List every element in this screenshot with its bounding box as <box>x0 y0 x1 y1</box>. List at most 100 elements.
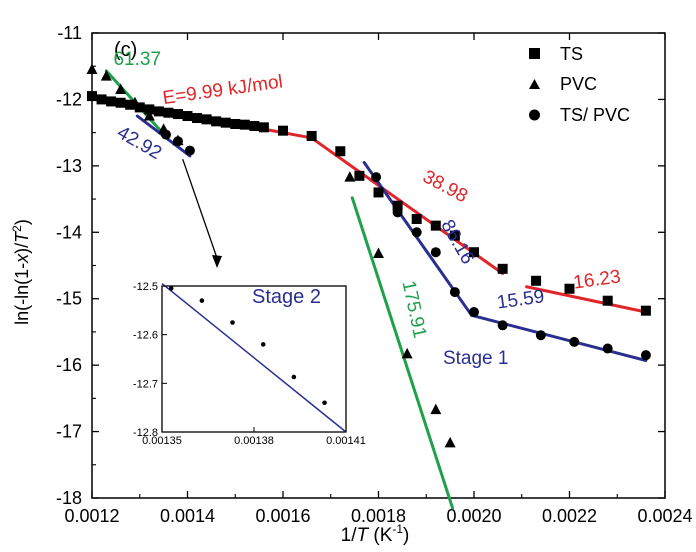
point-square-0-7 <box>153 106 164 117</box>
point-square-0-18 <box>258 122 269 133</box>
point-square-0-14 <box>220 117 231 128</box>
annotation-4: 86.16 <box>436 216 478 268</box>
point-square-0-0 <box>87 91 97 102</box>
annotation-7: 15.59 <box>496 286 546 313</box>
point-square-0-26 <box>430 220 441 231</box>
point-circle-2-8 <box>469 307 479 317</box>
inset-fit-line <box>161 282 347 433</box>
legend-label-ts-pvc: TS/ PVC <box>560 105 630 125</box>
legend-label-ts: TS <box>560 44 583 64</box>
point-triangle-1-1 <box>100 70 112 81</box>
x-tick-label-4: 0.0020 <box>446 506 501 526</box>
inset-point-0 <box>168 286 174 291</box>
inset-point-4 <box>291 374 297 380</box>
y-tick-label-4: -15 <box>56 289 82 309</box>
point-square-0-17 <box>249 121 260 131</box>
point-triangle-1-11 <box>444 436 456 448</box>
x-label-sup: -1 <box>392 522 403 536</box>
point-square-0-25 <box>411 214 422 224</box>
y-tick-label-1: -12 <box>56 89 82 109</box>
point-square-0-32 <box>602 295 613 306</box>
point-square-0-12 <box>201 114 212 125</box>
y-tick-label-6: -17 <box>56 422 82 442</box>
y-label-close: ) <box>12 219 32 225</box>
point-square-0-8 <box>163 107 174 118</box>
point-circle-2-12 <box>602 343 613 354</box>
point-square-0-20 <box>306 130 317 141</box>
y-tick-label-5: -16 <box>56 355 82 375</box>
point-square-0-22 <box>354 170 365 181</box>
point-square-0-13 <box>211 116 222 127</box>
point-circle-2-9 <box>497 320 508 331</box>
point-square-0-30 <box>531 275 542 286</box>
point-square-0-19 <box>278 125 288 136</box>
point-triangle-1-0 <box>86 63 98 75</box>
inset-y-tick-label-0: -12.5 <box>133 281 158 293</box>
inset-arrow-head <box>212 255 222 268</box>
inset-y-tick-label-3: -12.8 <box>133 427 158 439</box>
y-label-sup: 2 <box>10 225 24 232</box>
point-square-0-31 <box>564 283 575 294</box>
legend-marker-square <box>529 48 540 59</box>
point-triangle-1-10 <box>430 403 442 415</box>
point-circle-2-5 <box>411 227 422 238</box>
inset-point-2 <box>230 320 235 325</box>
inset-y-tick-label-2: -12.7 <box>133 378 158 390</box>
inset-point-3 <box>260 342 266 347</box>
x-label-italic: T <box>356 525 369 546</box>
annotation-6: 16.23 <box>572 266 622 293</box>
y-tick-label-0: -11 <box>57 23 82 43</box>
point-square-0-1 <box>96 94 107 105</box>
inset-y-tick-label-1: -12.6 <box>133 330 158 342</box>
annotation-8: Stage 1 <box>443 348 509 369</box>
y-label-italic-x: x <box>12 253 32 264</box>
point-circle-2-0 <box>161 129 172 140</box>
panel-label: (c) <box>114 39 137 61</box>
point-triangle-1-7 <box>344 171 356 182</box>
point-square-0-24 <box>392 200 403 211</box>
point-square-0-27 <box>449 230 460 241</box>
inset-arrow-shaft <box>182 159 218 259</box>
plot-frame-layer: 0.0012 0.0014 0.0016 0.0018 0.0020 0.0022 0.00… <box>56 23 693 526</box>
x-tick-label-2: 0.0016 <box>255 506 310 526</box>
x-axis-label: 1/T (K-1) <box>341 522 410 546</box>
point-square-0-5 <box>134 102 145 113</box>
text-layer: (c) 1/T (K-1) ln(-ln(1-x)/T2) TS PVC TS/… <box>10 39 630 546</box>
y-axis-label: ln(-ln(1-x)/T2) <box>10 219 32 325</box>
y-label-mid: )/ <box>12 243 32 254</box>
x-tick-label-5: 0.0022 <box>542 506 597 526</box>
fit-line-4 <box>350 196 455 510</box>
point-square-0-28 <box>469 247 479 258</box>
point-circle-2-3 <box>371 172 382 183</box>
point-triangle-1-8 <box>373 247 384 259</box>
point-circle-2-13 <box>640 350 651 361</box>
annotation-0: E=9.99 kJ/mol <box>161 71 284 109</box>
y-label-italic-t: T <box>12 230 32 243</box>
inset-layer: 0.00135 0.00138 0.00141 -12.5 -12.6 -12.7 -12.… <box>133 159 366 447</box>
legend-marker-circle <box>529 109 540 121</box>
x-tick-label-0: 0.0012 <box>64 506 119 526</box>
x-tick-label-1: 0.0014 <box>160 506 215 526</box>
point-square-0-16 <box>239 119 250 130</box>
point-square-0-23 <box>373 187 384 198</box>
legend: TS PVC TS/ PVC <box>529 44 630 125</box>
point-triangle-1-4 <box>143 110 155 121</box>
inset-point-5 <box>322 400 327 406</box>
x-label-post: (K <box>368 525 393 546</box>
point-circle-2-6 <box>430 247 441 258</box>
y-tick-label-3: -14 <box>56 222 82 242</box>
y-label-pre: ln(-ln(1- <box>12 263 32 325</box>
legend-label-pvc: PVC <box>560 74 597 94</box>
annotation-5: 175.91 <box>397 279 430 340</box>
legend-marker-triangle <box>529 79 540 89</box>
point-circle-2-11 <box>569 336 580 347</box>
x-label-close: ) <box>403 525 409 546</box>
point-square-0-10 <box>182 111 193 122</box>
x-tick-label-6: 0.0024 <box>637 506 692 526</box>
point-square-0-3 <box>115 97 126 108</box>
point-square-0-11 <box>192 113 203 124</box>
data-points-layer <box>86 63 651 448</box>
inset-x-tick-label-0: 0.00135 <box>142 435 182 447</box>
inset-stage-label: Stage 2 <box>252 286 321 308</box>
